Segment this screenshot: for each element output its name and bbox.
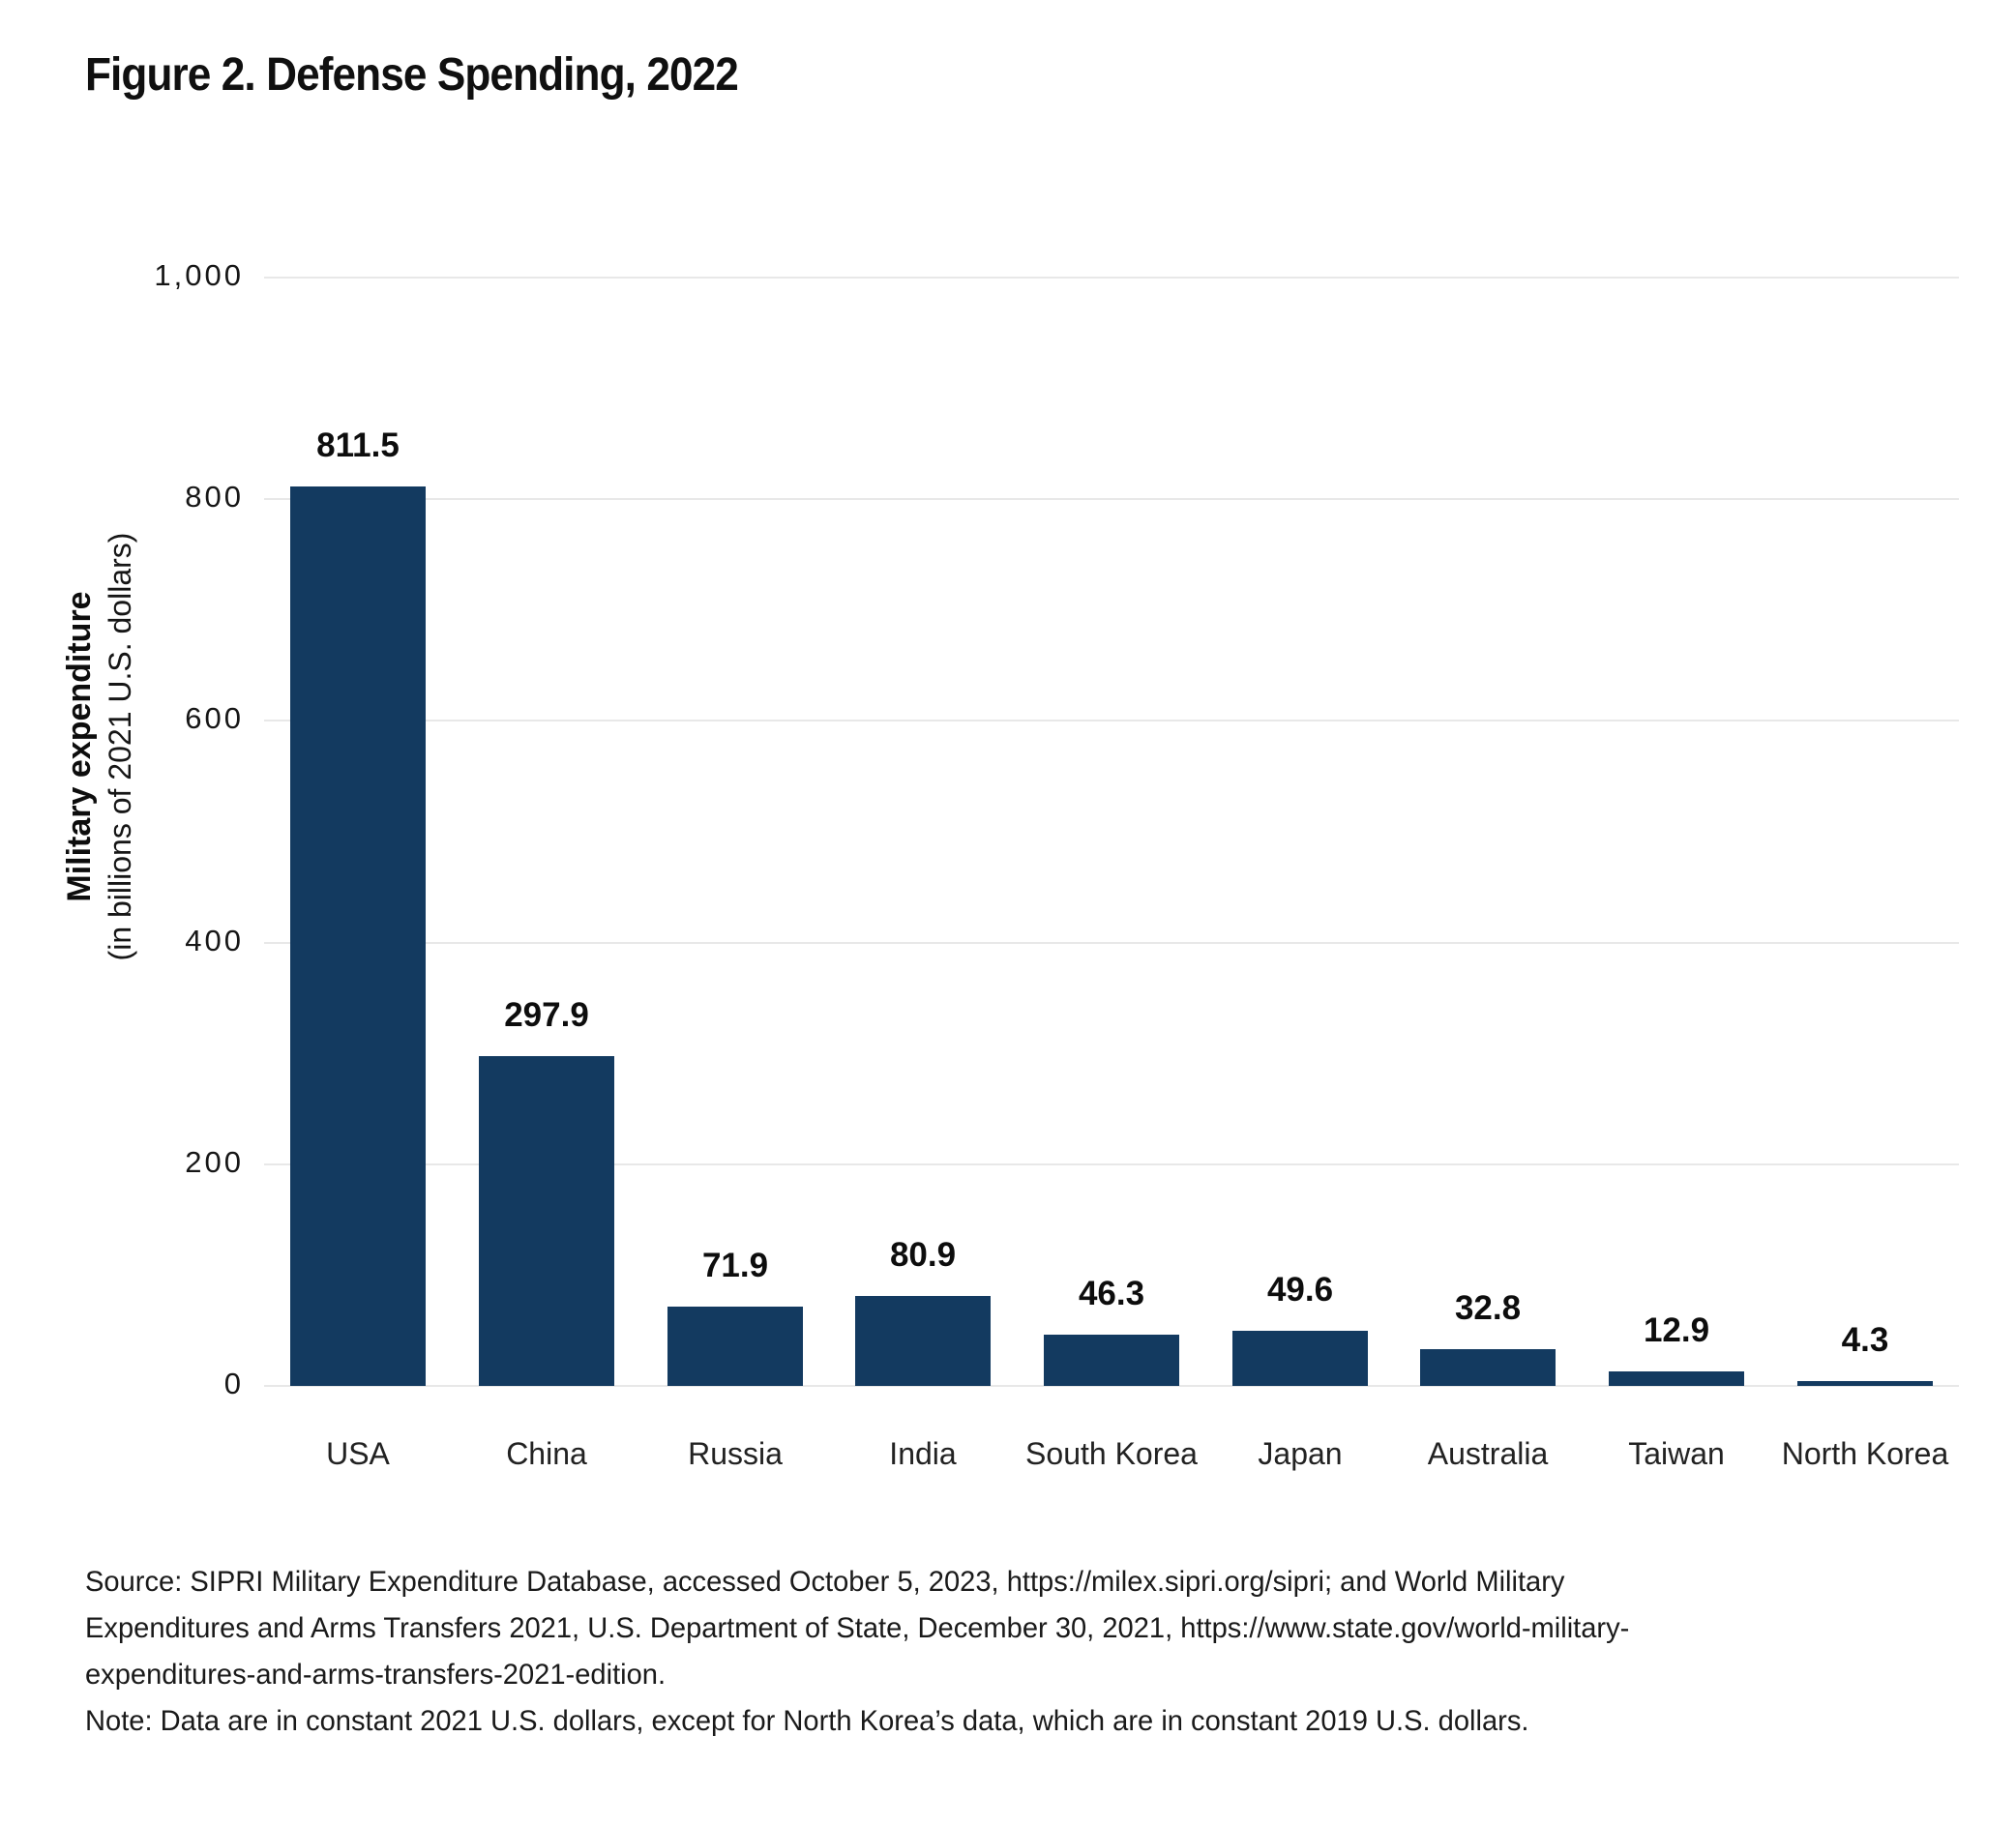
bar-china [479, 1056, 614, 1386]
bar-russia [667, 1307, 803, 1386]
bar-usa [290, 486, 426, 1386]
category-label-south-korea: South Korea [1025, 1436, 1198, 1471]
gridline-600 [264, 720, 1959, 722]
category-label-australia: Australia [1427, 1436, 1549, 1471]
y-tick-label-0: 0 [223, 1367, 244, 1400]
category-label-taiwan: Taiwan [1628, 1436, 1725, 1471]
category-label-india: India [889, 1436, 957, 1471]
figure-title: Figure 2. Defense Spending, 2022 [85, 49, 739, 101]
source-text-line: expenditures-and-arms-transfers-2021-edi… [85, 1659, 667, 1691]
gridline-400 [264, 941, 1959, 944]
gridline-200 [264, 1163, 1959, 1165]
category-label-japan: Japan [1258, 1436, 1343, 1471]
bar-india [855, 1296, 991, 1386]
y-tick-label-1000: 1,000 [154, 258, 244, 292]
bar-value-label-russia: 71.9 [701, 1247, 769, 1284]
source-text-line: Expenditures and Arms Transfers 2021, U.… [85, 1612, 1630, 1644]
note-text-line: Note: Data are in constant 2021 U.S. dol… [85, 1705, 1529, 1737]
y-tick-label-800: 800 [185, 480, 244, 515]
category-label-north-korea: North Korea [1781, 1436, 1949, 1471]
bar-taiwan [1609, 1371, 1744, 1386]
bar-value-label-india: 80.9 [889, 1236, 957, 1274]
bar-north-korea [1797, 1381, 1933, 1386]
bar-japan [1232, 1331, 1368, 1386]
y-axis-title-main: Military expenditure [61, 591, 98, 902]
gridline-0 [264, 1385, 1959, 1387]
bar-south-korea [1044, 1335, 1179, 1386]
bar-value-label-north-korea: 4.3 [1841, 1321, 1889, 1359]
y-tick-label-400: 400 [185, 923, 244, 957]
source-note-block: Source: SIPRI Military Expenditure Datab… [85, 1559, 1629, 1745]
category-label-usa: USA [326, 1436, 390, 1471]
y-axis-title: Military expenditure (in billions of 202… [59, 273, 140, 1221]
bar-value-label-taiwan: 12.9 [1643, 1311, 1710, 1349]
gridline-800 [264, 498, 1959, 501]
bar-australia [1420, 1349, 1556, 1386]
y-tick-label-200: 200 [185, 1144, 244, 1179]
y-tick-label-600: 600 [185, 701, 244, 736]
source-text-line: Source: SIPRI Military Expenditure Datab… [85, 1566, 1565, 1598]
bar-value-label-australia: 32.8 [1454, 1289, 1522, 1327]
bar-value-label-japan: 49.6 [1266, 1271, 1334, 1309]
bar-value-label-usa: 811.5 [316, 427, 400, 464]
y-axis-title-units: (in billions of 2021 U.S. dollars) [103, 532, 137, 961]
bar-value-label-china: 297.9 [504, 996, 589, 1034]
bar-value-label-south-korea: 46.3 [1078, 1275, 1145, 1312]
category-label-russia: Russia [688, 1436, 783, 1471]
category-label-china: China [506, 1436, 587, 1471]
gridline-1000 [264, 277, 1959, 279]
